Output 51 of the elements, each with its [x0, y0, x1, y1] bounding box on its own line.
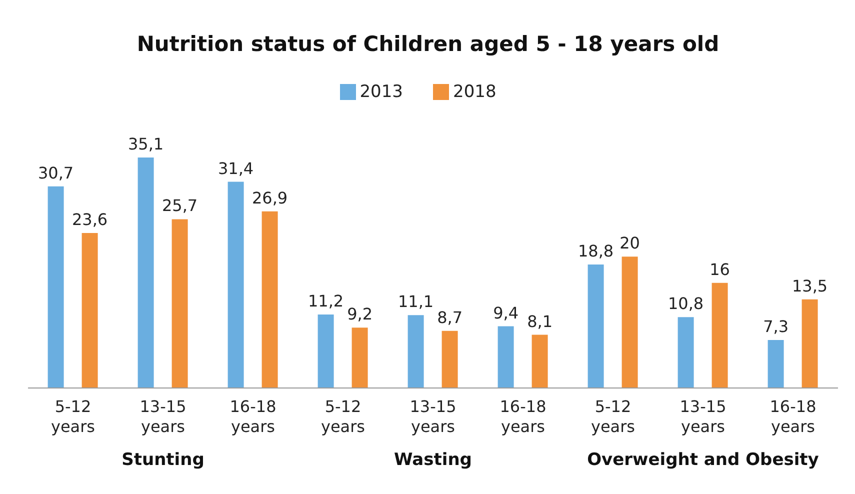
data-label: 35,1 — [128, 134, 164, 154]
x-tick-label: 5-12 years — [50, 397, 96, 436]
bar — [408, 315, 424, 388]
bar — [228, 182, 244, 388]
bar — [442, 330, 458, 388]
legend-label: 2013 — [360, 82, 403, 102]
data-label: 23,6 — [72, 210, 108, 230]
x-tick-label: 16-18 years — [500, 397, 546, 436]
text: Overweight and Obesity — [586, 450, 820, 470]
bar — [48, 186, 64, 388]
data-label: 10,8 — [668, 294, 704, 314]
bar — [802, 299, 818, 388]
bar — [532, 334, 548, 388]
bar — [498, 326, 514, 388]
data-label: 30,7 — [38, 163, 74, 182]
text: Wasting — [393, 450, 473, 470]
chart-title: Nutrition status of Children aged 5 - 18 years old — [136, 31, 720, 58]
data-label: 26,9 — [252, 188, 288, 208]
bar — [318, 314, 334, 388]
bar — [622, 256, 638, 388]
bar — [678, 317, 694, 388]
data-label: 9,4 — [493, 303, 519, 322]
bar — [768, 340, 784, 388]
bar — [588, 264, 604, 388]
bar — [138, 157, 154, 388]
bar — [352, 328, 368, 388]
x-tick-label: 16-18 years — [770, 397, 816, 436]
data-label: 13,5 — [792, 276, 828, 296]
bar — [262, 211, 278, 388]
legend-label: 2018 — [453, 82, 496, 102]
text: Stunting — [120, 450, 206, 470]
data-label: 11,2 — [308, 291, 344, 310]
x-tick-label: 16-18 years — [230, 397, 276, 436]
x-tick-label: 13-15 years — [410, 397, 456, 436]
x-tick-label: 5-12 years — [590, 397, 636, 436]
bar — [712, 282, 728, 388]
data-label: 25,7 — [162, 196, 198, 216]
x-tick-label: 13-15 years — [140, 397, 186, 436]
data-label: 8,7 — [437, 308, 463, 327]
data-label: 8,1 — [527, 312, 553, 331]
data-label: 18,8 — [578, 242, 614, 261]
bar — [172, 219, 188, 388]
data-label: 31,4 — [218, 158, 254, 178]
data-label: 16 — [710, 260, 730, 279]
x-tick-label: 5-12 years — [320, 397, 366, 436]
data-label: 11,1 — [398, 292, 434, 312]
x-tick-label: 13-15 years — [680, 397, 726, 436]
data-label: 20 — [620, 234, 640, 253]
bar — [82, 233, 98, 388]
data-label: 9,2 — [347, 304, 373, 324]
data-label: 7,3 — [763, 317, 789, 336]
